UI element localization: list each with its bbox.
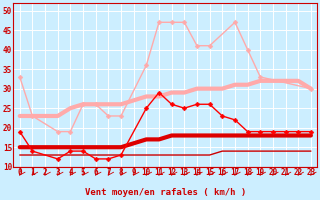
X-axis label: Vent moyen/en rafales ( km/h ): Vent moyen/en rafales ( km/h )	[85, 188, 246, 197]
